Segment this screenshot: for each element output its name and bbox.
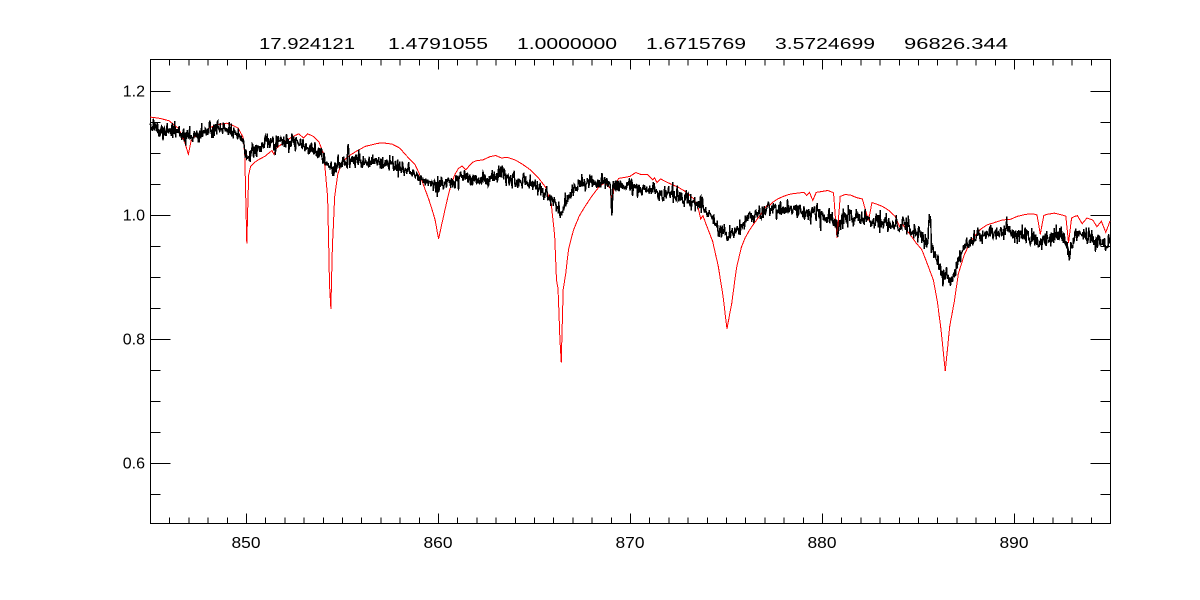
svg-text:890: 890 [1000, 535, 1029, 552]
svg-text:1.6715769: 1.6715769 [646, 36, 746, 53]
svg-text:0.6: 0.6 [123, 456, 145, 473]
svg-text:1.4791055: 1.4791055 [388, 36, 488, 53]
svg-text:870: 870 [616, 535, 645, 552]
svg-text:880: 880 [808, 535, 837, 552]
svg-text:0.8: 0.8 [123, 332, 145, 349]
svg-text:96826.344: 96826.344 [904, 36, 1008, 53]
svg-text:3.5724699: 3.5724699 [775, 36, 875, 53]
svg-text:1.0000000: 1.0000000 [517, 36, 617, 53]
svg-text:1.2: 1.2 [123, 84, 145, 101]
svg-text:860: 860 [424, 535, 453, 552]
svg-text:850: 850 [232, 535, 261, 552]
svg-text:1.0: 1.0 [123, 208, 145, 225]
svg-text:17.924121: 17.924121 [259, 36, 355, 53]
